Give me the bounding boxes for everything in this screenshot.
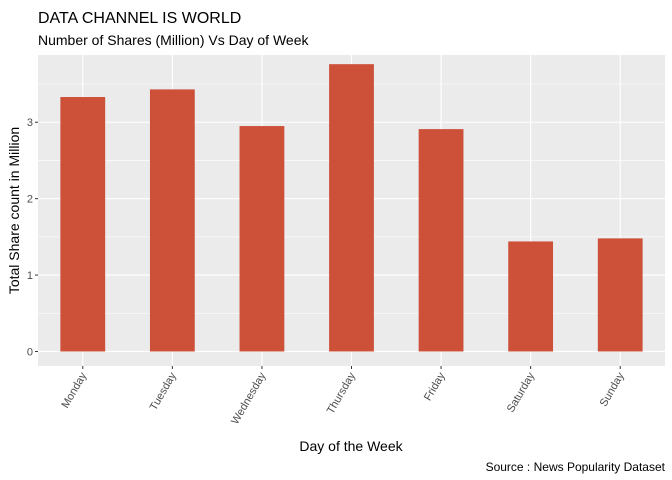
x-axis-ticks: Monday Tuesday Wednesday Thursday Friday Satu… xyxy=(59,366,627,427)
x-axis-title: Day of the Week xyxy=(299,438,403,454)
y-axis-title: Total Share count in Million xyxy=(6,127,22,294)
bar-sunday xyxy=(597,238,643,352)
bar-thursday xyxy=(329,64,374,352)
chart-caption: Source : News Popularity Dataset xyxy=(486,460,666,474)
y-tick-label: 2 xyxy=(27,194,33,206)
chart-title: DATA CHANNEL IS WORLD xyxy=(38,10,241,27)
bars xyxy=(60,64,643,352)
chart-subtitle: Number of Shares (Million) Vs Day of Wee… xyxy=(38,32,309,48)
bar-saturday xyxy=(508,241,554,352)
y-tick-label: 3 xyxy=(27,117,33,129)
x-tick-label: Wednesday xyxy=(229,370,269,427)
x-tick-label: Tuesday xyxy=(148,370,180,413)
y-tick-label: 1 xyxy=(27,270,33,282)
bar-monday xyxy=(60,97,106,352)
y-axis-ticks: 0 1 2 3 xyxy=(27,117,38,358)
x-tick-label: Thursday xyxy=(325,370,359,416)
bar-friday xyxy=(418,129,464,352)
x-tick-label: Saturday xyxy=(505,370,538,415)
x-tick-label: Sunday xyxy=(598,370,627,409)
bar-wednesday xyxy=(239,126,285,352)
x-tick-label: Monday xyxy=(59,370,89,410)
y-tick-label: 0 xyxy=(27,346,33,358)
bar-tuesday xyxy=(149,89,195,352)
x-tick-label: Friday xyxy=(422,370,448,403)
